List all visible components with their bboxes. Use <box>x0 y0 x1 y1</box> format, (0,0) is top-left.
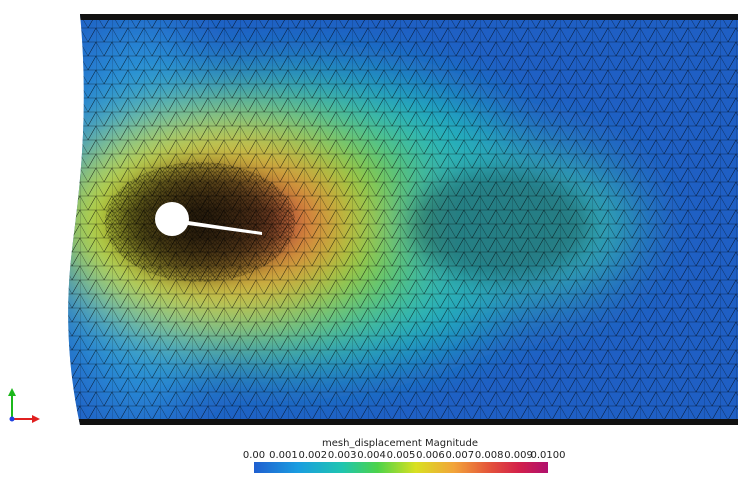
colorbar: mesh_displacement Magnitude 0.00 0.001 0.0… <box>243 438 566 473</box>
colorbar-tick-label: 0.007 <box>445 450 474 461</box>
colorbar-tick-label: 0.008 <box>475 450 504 461</box>
colorbar-tick-label: 0.003 <box>328 450 357 461</box>
colorbar-tick-label: 0.00 <box>243 450 265 461</box>
axes-triad <box>8 388 40 423</box>
colorbar-tick-label: 0.006 <box>416 450 445 461</box>
y-arrowhead <box>8 388 16 396</box>
mesh-field <box>68 14 739 425</box>
cylinder <box>155 202 189 236</box>
colorbar-tick-label: 0.0100 <box>531 450 566 461</box>
colorbar-tick-label: 0.009 <box>504 450 533 461</box>
fine-mesh <box>105 162 295 282</box>
bottom-boundary <box>68 419 739 425</box>
colorbar-tick-label: 0.004 <box>357 450 386 461</box>
colorbar-tick-label: 0.005 <box>387 450 416 461</box>
colorbar-title: mesh_displacement Magnitude <box>322 438 478 449</box>
z-axis-dot <box>9 416 15 422</box>
colorbar-gradient <box>254 462 548 473</box>
x-arrowhead <box>32 415 40 423</box>
top-boundary <box>68 14 739 20</box>
colorbar-tick-label: 0.001 <box>269 450 298 461</box>
flag <box>188 221 262 235</box>
colorbar-tick-label: 0.002 <box>298 450 327 461</box>
